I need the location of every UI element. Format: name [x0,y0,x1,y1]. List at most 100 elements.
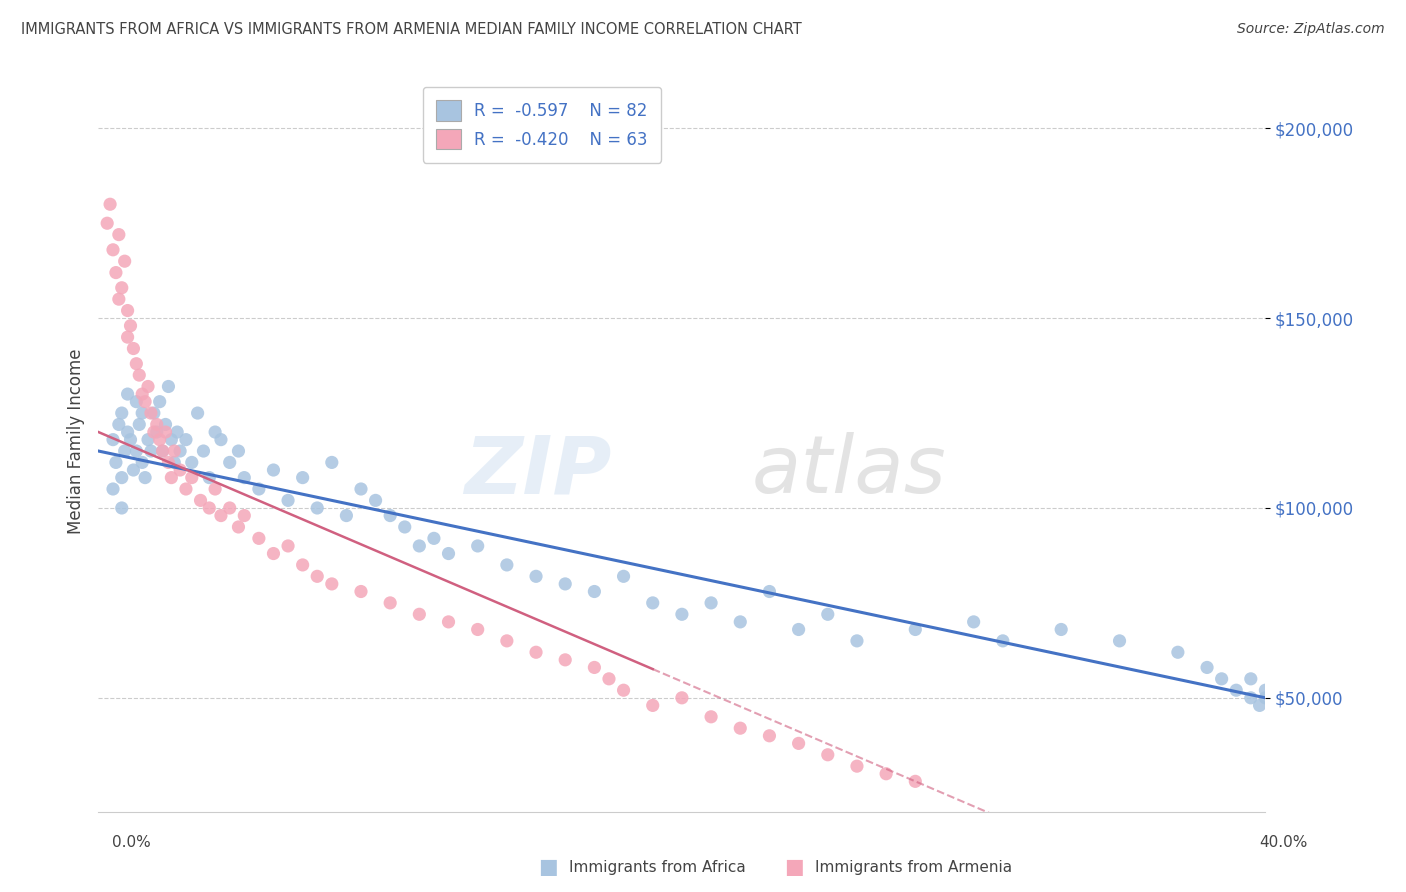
Point [108,417,131,432]
Point [155,417,177,432]
Point [136,379,159,393]
Point [174,482,197,496]
Point [612,569,634,583]
Point [846,759,869,773]
Point [228,520,250,534]
Point [350,584,373,599]
Point [846,633,869,648]
Point [524,645,547,659]
Point [350,482,373,496]
Point [198,500,221,515]
Point [262,547,284,561]
Point [817,607,839,622]
Point [1254,683,1277,698]
Point [160,470,183,484]
Point [190,493,212,508]
Point [364,493,387,508]
Point [758,729,780,743]
Point [131,387,153,401]
Point [163,455,186,469]
Point [218,455,240,469]
Point [307,569,329,583]
Point [700,596,723,610]
Point [139,444,162,458]
Point [380,508,402,523]
Text: 40.0%: 40.0% [1260,836,1308,850]
Point [1108,633,1130,648]
Point [247,532,270,546]
Point [155,425,177,439]
Point [108,227,131,242]
Point [1225,683,1247,698]
Point [114,444,136,458]
Point [209,433,232,447]
Point [1249,698,1271,713]
Point [671,607,693,622]
Point [101,482,124,496]
Point [117,303,139,318]
Point [157,379,180,393]
Point [991,633,1014,648]
Point [408,607,430,622]
Point [218,500,240,515]
Point [598,672,620,686]
Point [817,747,839,762]
Point [228,444,250,458]
Point [131,406,153,420]
Point [101,433,124,447]
Point [146,425,169,439]
Point [149,433,172,447]
Point [524,569,547,583]
Point [423,532,446,546]
Point [467,539,489,553]
Point [180,455,202,469]
Point [583,660,606,674]
Point [120,433,142,447]
Point [291,558,314,572]
Point [174,433,197,447]
Point [111,470,134,484]
Point [122,342,145,356]
Point [104,266,127,280]
Point [193,444,215,458]
Point [641,698,664,713]
Point [1167,645,1189,659]
Point [700,710,723,724]
Point [1240,672,1263,686]
Point [904,774,927,789]
Text: Immigrants from Africa: Immigrants from Africa [569,860,747,874]
Point [408,539,430,553]
Point [163,444,186,458]
Legend: R =  -0.597    N = 82, R =  -0.420    N = 63: R = -0.597 N = 82, R = -0.420 N = 63 [423,87,661,162]
Point [612,683,634,698]
Point [209,508,232,523]
Point [1240,690,1263,705]
Point [730,721,752,735]
Point [142,425,165,439]
Point [233,508,256,523]
Point [247,482,270,496]
Point [169,463,191,477]
Point [262,463,284,477]
Text: IMMIGRANTS FROM AFRICA VS IMMIGRANTS FROM ARMENIA MEDIAN FAMILY INCOME CORRELATI: IMMIGRANTS FROM AFRICA VS IMMIGRANTS FRO… [21,22,801,37]
Point [120,318,142,333]
Text: atlas: atlas [752,432,946,510]
Point [204,482,226,496]
Y-axis label: Median Family Income: Median Family Income [66,349,84,534]
Point [335,508,357,523]
Point [641,596,664,610]
Text: ■: ■ [538,857,558,877]
Point [321,577,343,591]
Point [152,444,174,458]
Point [187,406,209,420]
Point [758,584,780,599]
Point [149,394,172,409]
Point [1050,623,1073,637]
Point [583,584,606,599]
Point [437,615,460,629]
Point [125,357,148,371]
Point [962,615,984,629]
Point [166,425,188,439]
Point [136,433,159,447]
Point [139,406,162,420]
